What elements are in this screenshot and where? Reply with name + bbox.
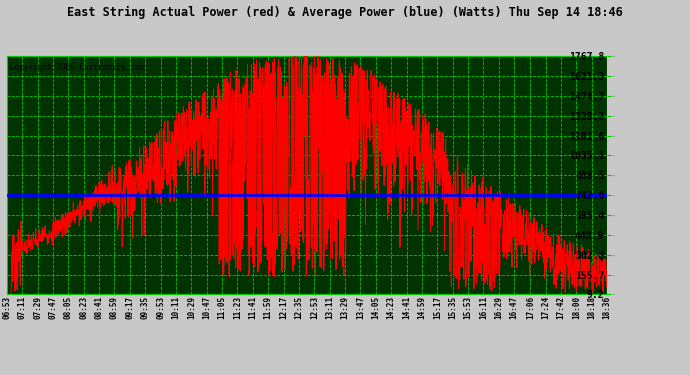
Text: 06:53: 06:53 — [2, 296, 12, 319]
Text: 17:06: 17:06 — [526, 296, 535, 319]
Text: 15:53: 15:53 — [464, 296, 473, 319]
Text: 08:59: 08:59 — [110, 296, 119, 319]
Text: 08:05: 08:05 — [64, 296, 73, 319]
Text: 12:35: 12:35 — [295, 296, 304, 319]
Text: 07:29: 07:29 — [33, 296, 42, 319]
Text: 16:29: 16:29 — [494, 296, 503, 319]
Text: 11:05: 11:05 — [217, 296, 226, 319]
Text: 15:17: 15:17 — [433, 296, 442, 319]
Text: 13:29: 13:29 — [341, 296, 350, 319]
Text: Copyright 2006 Cartronics.com: Copyright 2006 Cartronics.com — [10, 63, 144, 72]
Text: 08:23: 08:23 — [79, 296, 88, 319]
Text: 17:24: 17:24 — [541, 296, 550, 319]
Text: 17:42: 17:42 — [557, 296, 566, 319]
Text: 08:41: 08:41 — [95, 296, 103, 319]
Text: 18:18: 18:18 — [587, 296, 596, 319]
Text: 10:11: 10:11 — [172, 296, 181, 319]
Text: 11:41: 11:41 — [248, 296, 257, 319]
Text: 15:35: 15:35 — [448, 296, 457, 319]
Text: 16:11: 16:11 — [479, 296, 488, 319]
Text: East String Actual Power (red) & Average Power (blue) (Watts) Thu Sep 14 18:46: East String Actual Power (red) & Average… — [67, 6, 623, 19]
Text: 14:41: 14:41 — [402, 296, 411, 319]
Text: 13:47: 13:47 — [356, 296, 365, 319]
Text: 10:47: 10:47 — [202, 296, 211, 319]
Text: 11:23: 11:23 — [233, 296, 242, 319]
Text: 18:36: 18:36 — [602, 296, 612, 319]
Text: 07:47: 07:47 — [48, 296, 57, 319]
Text: 09:35: 09:35 — [141, 296, 150, 319]
Text: 14:23: 14:23 — [386, 296, 395, 319]
Text: 14:59: 14:59 — [417, 296, 426, 319]
Text: 12:17: 12:17 — [279, 296, 288, 319]
Text: 09:17: 09:17 — [126, 296, 135, 319]
Text: 16:47: 16:47 — [510, 296, 519, 319]
Text: 10:29: 10:29 — [187, 296, 196, 319]
Text: 07:11: 07:11 — [18, 296, 27, 319]
Text: 14:05: 14:05 — [371, 296, 380, 319]
Text: 09:53: 09:53 — [156, 296, 165, 319]
Text: 18:00: 18:00 — [572, 296, 581, 319]
Text: 13:11: 13:11 — [325, 296, 334, 319]
Text: 12:53: 12:53 — [310, 296, 319, 319]
Text: 11:59: 11:59 — [264, 296, 273, 319]
